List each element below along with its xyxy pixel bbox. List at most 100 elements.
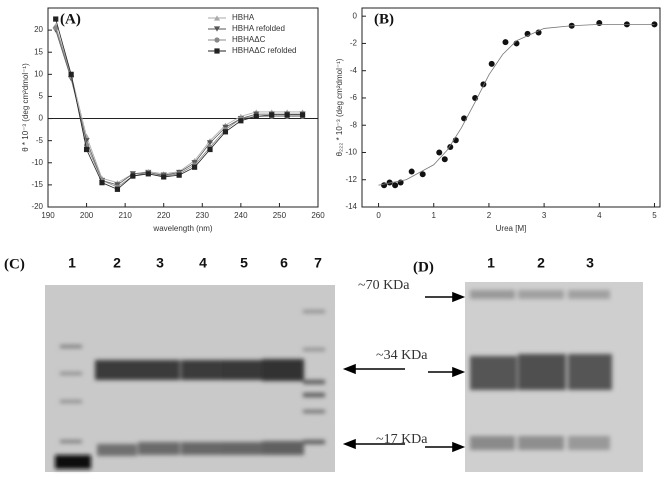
x-axis-label: Urea [M] <box>496 224 527 233</box>
point <box>253 113 259 119</box>
y-tick-label: 10 <box>34 69 43 78</box>
x-tick-label: 240 <box>234 211 248 220</box>
point <box>114 186 121 192</box>
lane-label: 4 <box>199 255 207 271</box>
x-tick-label: 3 <box>542 211 547 220</box>
lane-label: 1 <box>487 255 495 271</box>
point <box>130 173 136 179</box>
plot-frame <box>47 7 319 208</box>
x-tick-label: 230 <box>196 211 210 220</box>
series-line <box>55 18 303 190</box>
lane-label: 1 <box>68 255 76 271</box>
point <box>299 112 306 118</box>
panel-label: (C) <box>4 256 25 272</box>
band-label: ~70 KDa <box>358 278 410 293</box>
lane-label: 3 <box>586 255 594 271</box>
point <box>145 171 151 177</box>
point <box>99 180 105 186</box>
y-tick-label: -5 <box>36 136 44 145</box>
point <box>213 26 221 32</box>
point <box>222 129 229 135</box>
point <box>161 174 167 180</box>
lane-label: 6 <box>280 255 288 271</box>
point <box>284 112 290 118</box>
y-tick-label: -10 <box>31 158 43 167</box>
point <box>386 179 393 186</box>
gel-c <box>45 285 335 472</box>
y-axis-label: θ₂₂₂ * 10⁻³ (deg cm²dmol⁻¹) <box>335 58 344 156</box>
y-tick-label: 5 <box>39 92 44 101</box>
point <box>419 171 426 178</box>
point <box>207 146 213 153</box>
y-tick-label: 0 <box>39 114 44 123</box>
lane-label: 3 <box>156 255 164 271</box>
lane-label: 2 <box>537 255 545 271</box>
point <box>535 29 542 36</box>
point <box>176 172 182 178</box>
y-tick-label: -20 <box>31 202 43 211</box>
y-tick-label: -15 <box>31 180 43 189</box>
x-tick-label: 190 <box>41 211 55 220</box>
legend-label: HBHA <box>232 13 255 22</box>
panel-label: (D) <box>413 259 434 275</box>
point <box>68 71 74 77</box>
x-tick-label: 260 <box>311 211 325 220</box>
chart-title: (B) <box>374 11 394 27</box>
x-tick-label: 4 <box>597 211 602 220</box>
point <box>408 168 415 175</box>
fit-line <box>378 23 655 186</box>
y-tick-label: -2 <box>350 39 358 48</box>
point <box>53 25 59 31</box>
x-tick-label: 200 <box>80 211 94 220</box>
y-tick-label: -6 <box>350 93 358 102</box>
arrows <box>342 291 466 453</box>
y-tick-label: -14 <box>345 202 357 211</box>
point <box>83 142 90 148</box>
legend-label: HBHAΔC <box>232 35 266 44</box>
y-tick-label: 15 <box>34 47 43 56</box>
point <box>447 144 454 151</box>
lane-label: 5 <box>240 255 248 271</box>
y-tick-label: -12 <box>345 175 357 184</box>
band-label: ~17 KDa <box>376 432 428 447</box>
band-label: ~34 KDa <box>376 348 428 363</box>
legend-label: HBHA refolded <box>232 24 285 33</box>
x-tick-label: 220 <box>157 211 171 220</box>
point <box>596 19 603 26</box>
plot-frame <box>361 7 661 208</box>
y-tick-label: -8 <box>350 120 358 129</box>
point <box>213 15 221 21</box>
x-tick-label: 1 <box>432 211 437 220</box>
y-tick-label: -10 <box>345 148 357 157</box>
x-axis-label: wavelength (nm) <box>152 224 212 233</box>
point <box>269 112 275 118</box>
point <box>206 140 214 146</box>
point <box>83 146 90 153</box>
legend-label: HBHAΔC refolded <box>232 46 296 55</box>
chart-title: (A) <box>60 11 81 27</box>
point <box>502 39 509 46</box>
gel-d <box>465 282 643 472</box>
point <box>441 156 448 163</box>
point <box>436 149 443 156</box>
point <box>381 182 388 189</box>
point <box>53 16 59 22</box>
x-tick-label: 0 <box>376 211 381 220</box>
point <box>488 60 495 67</box>
x-tick-label: 250 <box>273 211 287 220</box>
y-tick-label: 0 <box>353 11 358 20</box>
y-tick-label: -4 <box>350 66 358 75</box>
y-axis-label: θ * 10⁻³ (deg cm²dmol⁻¹) <box>21 63 30 152</box>
y-tick-label: 20 <box>34 25 43 34</box>
lane-label: 2 <box>113 255 121 271</box>
x-tick-label: 5 <box>652 211 657 220</box>
point <box>214 37 220 43</box>
point <box>238 118 244 124</box>
x-tick-label: 210 <box>118 211 132 220</box>
point <box>214 48 220 54</box>
point <box>513 40 520 47</box>
x-tick-label: 2 <box>487 211 492 220</box>
point <box>191 164 198 170</box>
point <box>392 182 399 189</box>
